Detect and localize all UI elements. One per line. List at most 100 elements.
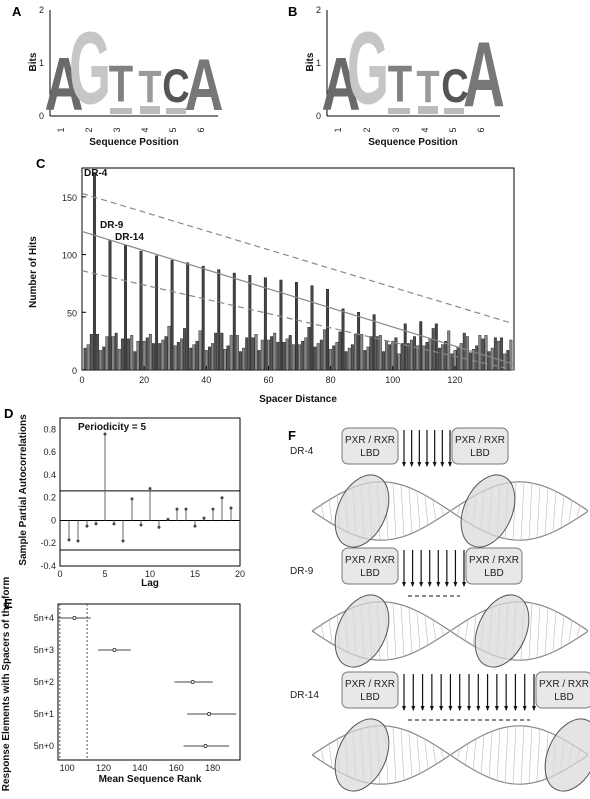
dna-rung	[416, 736, 421, 774]
dbd-right	[474, 594, 530, 668]
bar	[279, 279, 283, 371]
bar	[189, 347, 193, 371]
bar	[347, 347, 351, 371]
dbd-left	[334, 474, 390, 548]
lbd-text: LBD	[360, 568, 379, 579]
bar	[282, 342, 286, 371]
stem-point	[166, 517, 170, 521]
arrowhead	[417, 462, 422, 467]
bar	[444, 340, 448, 371]
bar	[382, 351, 385, 371]
bar	[388, 344, 392, 371]
bar	[164, 336, 168, 371]
panel-b-ytick: 1	[316, 58, 321, 68]
logo-letter: C	[162, 60, 189, 113]
dbd-left	[334, 594, 390, 668]
bar	[195, 340, 199, 371]
bar	[319, 339, 323, 371]
bar	[139, 250, 143, 371]
bar	[114, 332, 118, 371]
arrowhead	[436, 582, 441, 587]
dna-rung	[416, 612, 421, 650]
bar	[307, 327, 311, 371]
dna-rung	[328, 498, 333, 524]
bar	[276, 342, 280, 371]
bar	[127, 338, 131, 371]
x-tick-label: 40	[201, 375, 211, 385]
panel-d-ylabel: Sample Partial Autocorrelations	[18, 414, 29, 566]
bar	[344, 351, 348, 371]
lbd-text: LBD	[360, 692, 379, 703]
panel-d: D Sample Partial Autocorrelations 0 5 10 15…	[4, 406, 245, 589]
dna-rung	[536, 484, 541, 538]
dna-rung	[464, 743, 469, 767]
bar	[158, 343, 162, 371]
dna-rung	[504, 726, 509, 784]
x-tick-label: 120	[96, 763, 111, 773]
bar	[180, 338, 183, 371]
x-tick-label: 20	[139, 375, 149, 385]
bar	[360, 334, 364, 371]
bar	[217, 269, 221, 371]
bar	[235, 335, 239, 371]
lbd-text: LBD	[484, 568, 503, 579]
bar	[183, 328, 187, 371]
dna-rung	[392, 603, 397, 659]
dna-rung	[536, 604, 541, 658]
arrowhead	[494, 706, 499, 711]
panel-c: C Number of Hits 0 20 40 60 80 100 120 0 50 100 1…	[28, 156, 515, 405]
bar	[251, 337, 255, 371]
stem-point	[184, 507, 188, 511]
dna-rung	[312, 752, 317, 758]
stem-point	[139, 523, 143, 527]
stem-point	[229, 506, 233, 510]
bar	[475, 345, 479, 371]
bar	[447, 330, 451, 371]
dr-row-2: DR-14 PXR / RXR LBD PXR / RXR LBD	[290, 671, 590, 792]
bar	[310, 285, 314, 371]
y-tick-label: 5n+0	[34, 741, 54, 751]
bar	[120, 338, 124, 371]
bar	[257, 350, 261, 371]
panel-c-xlabel: Spacer Distance	[259, 394, 337, 405]
arrowhead	[522, 706, 527, 711]
dna-rung	[432, 621, 437, 641]
dna-rung	[520, 481, 525, 541]
panel-a-xtick: 3	[112, 127, 122, 132]
panel-c-yticks: 0 50 100 150	[62, 193, 86, 376]
bar	[372, 314, 376, 371]
dna-rung	[312, 628, 317, 634]
panel-c-plot-frame	[81, 167, 515, 371]
x-tick-label: 120	[447, 375, 462, 385]
dna-rung	[552, 491, 557, 531]
arrowhead	[439, 706, 444, 711]
y-tick-label: 0.2	[43, 493, 56, 503]
bar	[400, 343, 404, 371]
arrowhead	[453, 582, 458, 587]
x-tick-label: 5	[102, 569, 107, 579]
panel-a-ylabel: Bits	[28, 52, 39, 71]
panel-c-xticks: 0 20 40 60 80 100 120	[79, 366, 462, 385]
bar	[465, 336, 469, 371]
dna-rung	[408, 608, 413, 654]
bar	[469, 352, 472, 371]
stem-point	[157, 525, 161, 529]
x-tick-label: 0	[79, 375, 84, 385]
dna-rung	[408, 732, 413, 778]
bar	[506, 350, 510, 371]
lbd-box-left	[341, 671, 399, 709]
stem-point	[130, 497, 134, 501]
bar	[434, 323, 438, 371]
stem-point	[211, 507, 215, 511]
bar	[117, 349, 121, 371]
arrowhead	[467, 706, 471, 711]
stem-point	[193, 524, 197, 528]
x-tick-label: 180	[205, 763, 220, 773]
panel-f: F DR-4 PXR / RXR LBD PXR / RXR LBD DR-9 PXR / …	[288, 427, 590, 792]
dbd-right	[544, 718, 590, 792]
bar	[484, 335, 488, 371]
bar	[425, 342, 429, 371]
bar	[431, 328, 435, 371]
trend-line-lower	[81, 270, 515, 371]
bar	[111, 336, 115, 371]
